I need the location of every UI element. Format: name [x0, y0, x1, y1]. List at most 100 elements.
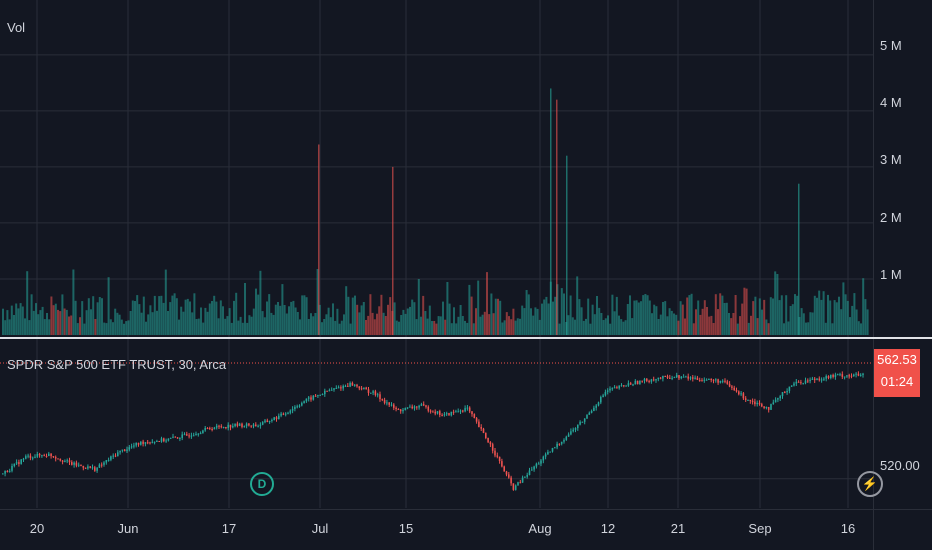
volume-bar	[593, 314, 596, 335]
volume-bar	[721, 295, 724, 335]
volume-bar	[866, 309, 869, 335]
volume-bar	[127, 320, 130, 335]
candle-body	[572, 429, 574, 432]
volume-bar	[662, 302, 664, 335]
candle-body	[215, 425, 218, 428]
volume-bar	[70, 315, 73, 335]
volume-bar	[754, 296, 757, 335]
volume-bar	[184, 299, 187, 335]
volume-bar	[677, 320, 680, 335]
candle-body	[777, 398, 779, 400]
volume-bar	[371, 312, 374, 335]
volume-bar	[596, 296, 598, 335]
volume-bar	[411, 299, 414, 335]
candle-body	[625, 385, 627, 387]
candle-body	[588, 412, 591, 415]
volume-bar	[340, 320, 343, 335]
volume-bar	[101, 298, 103, 335]
volume-bar	[235, 292, 238, 335]
candle-body	[314, 395, 317, 397]
volume-bar	[136, 295, 139, 335]
lightning-icon[interactable]: ⚡	[857, 471, 883, 497]
volume-bar	[380, 294, 383, 335]
candle-body	[756, 402, 758, 405]
volume-bar	[233, 300, 235, 335]
volume-bar	[116, 312, 119, 335]
candle-body	[411, 406, 413, 409]
candle-body	[609, 388, 611, 391]
volume-bar	[274, 304, 277, 335]
candle-body	[715, 379, 717, 381]
candle-body	[255, 424, 257, 427]
volume-bar	[277, 302, 279, 335]
candle-body	[367, 389, 370, 393]
candle-body	[719, 381, 722, 383]
volume-tick-4m: 4 M	[880, 95, 902, 110]
candle-body	[282, 413, 285, 415]
volume-bar	[343, 314, 345, 335]
volume-bar	[334, 320, 337, 335]
volume-bar	[109, 319, 112, 335]
candle-body	[261, 422, 264, 425]
volume-bar	[835, 302, 838, 335]
candle-body	[432, 411, 434, 413]
volume-bar	[367, 315, 370, 335]
dividend-icon[interactable]: D	[250, 472, 274, 496]
volume-bar	[112, 322, 114, 335]
volume-bar	[129, 311, 132, 335]
volume-bar	[92, 296, 95, 335]
candle-body	[800, 382, 802, 384]
candle-body	[413, 406, 416, 409]
volume-bar	[468, 284, 471, 335]
candle-body	[567, 434, 570, 437]
volume-bar	[523, 308, 526, 335]
volume-bar	[283, 305, 286, 335]
candle-body	[754, 401, 756, 405]
candle-body	[229, 424, 232, 428]
volume-bar	[844, 294, 847, 335]
candle-body	[305, 398, 308, 402]
volume-bar	[772, 298, 774, 335]
volume-bar	[433, 321, 436, 335]
candle-body	[142, 441, 144, 444]
volume-bar	[378, 306, 381, 335]
volume-bar	[395, 320, 398, 335]
candle-body	[140, 441, 142, 445]
candle-body	[268, 421, 271, 422]
volume-bar	[365, 320, 367, 335]
volume-bar	[442, 301, 444, 335]
volume-bar	[613, 311, 616, 335]
candle-body	[257, 425, 259, 427]
volume-bar	[85, 310, 88, 335]
volume-bar	[569, 295, 572, 335]
candle-body	[301, 403, 303, 406]
volume-bar	[860, 323, 862, 335]
volume-bar	[90, 309, 92, 335]
candle-body	[450, 411, 453, 416]
candle-body	[365, 387, 367, 390]
volume-bar	[785, 295, 788, 335]
candle-body	[455, 411, 457, 413]
volume-bar	[63, 308, 66, 335]
volume-bar	[131, 300, 134, 335]
volume-bar	[15, 303, 18, 335]
volume-bar	[138, 304, 141, 335]
candle-body	[701, 380, 703, 382]
volume-tick-2m: 2 M	[880, 210, 902, 225]
candle-body	[206, 428, 209, 429]
volume-bar	[545, 296, 548, 335]
candle-body	[248, 423, 250, 426]
volume-bar	[796, 295, 799, 335]
volume-bar	[536, 308, 539, 335]
volume-bar	[813, 295, 816, 335]
pane-divider[interactable]	[0, 337, 932, 339]
volume-bar	[554, 296, 557, 335]
symbol-legend[interactable]: SPDR S&P 500 ETF TRUST, 30, Arca	[7, 357, 227, 372]
candle-body	[830, 374, 832, 378]
candle-body	[462, 410, 464, 412]
candle-body	[303, 401, 305, 404]
volume-bar	[521, 305, 524, 335]
candle-body	[809, 379, 811, 382]
volume-bar	[734, 295, 737, 335]
